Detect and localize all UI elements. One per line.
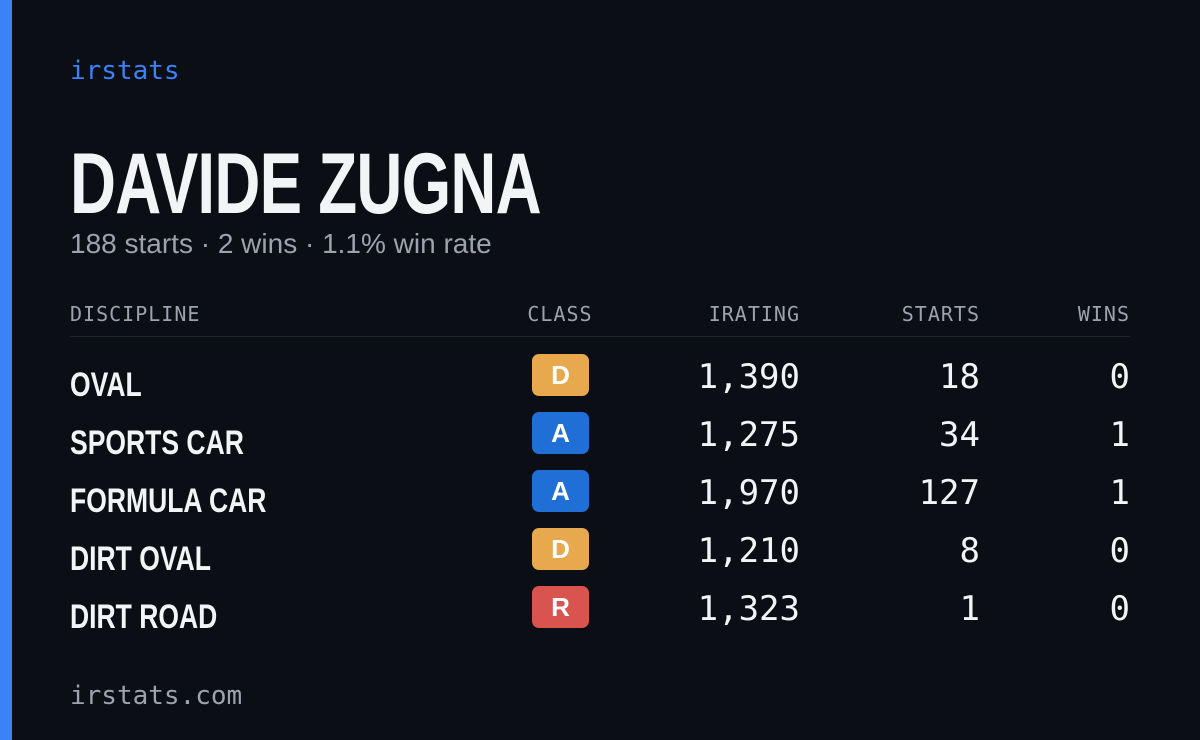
footer: irstats.com bbox=[70, 681, 243, 711]
discipline: FORMULA CAR bbox=[70, 482, 267, 520]
starts-cell: 1 bbox=[959, 589, 980, 629]
column-header: CLASS bbox=[527, 302, 593, 326]
irating-cell: 1,323 bbox=[697, 589, 800, 629]
wins-cell: 0 bbox=[1109, 531, 1130, 571]
discipline: OVAL bbox=[70, 366, 142, 404]
wins-cell: 0 bbox=[1109, 357, 1130, 397]
discipline: DIRT ROAD bbox=[70, 598, 218, 636]
column-header: DISCIPLINE bbox=[70, 302, 201, 326]
irating-cell: 1,210 bbox=[697, 531, 800, 571]
header-rule bbox=[70, 336, 1130, 337]
irating-cell: 1,390 bbox=[697, 357, 800, 397]
starts-cell: 127 bbox=[918, 473, 980, 513]
column-header: IRATING bbox=[708, 302, 800, 326]
irating-cell: 1,970 bbox=[697, 473, 800, 513]
class-badge: A bbox=[532, 412, 589, 454]
wins-cell: 1 bbox=[1109, 473, 1130, 513]
wins-cell: 0 bbox=[1109, 589, 1130, 629]
brand: irstats bbox=[70, 56, 180, 86]
starts-cell: 34 bbox=[939, 415, 980, 455]
irating-cell: 1,275 bbox=[697, 415, 800, 455]
class-badge: A bbox=[532, 470, 589, 512]
discipline: SPORTS CAR bbox=[70, 424, 244, 462]
wins-cell: 1 bbox=[1109, 415, 1130, 455]
column-header: WINS bbox=[1077, 302, 1130, 326]
starts-cell: 8 bbox=[959, 531, 980, 571]
accent-bar bbox=[0, 0, 12, 740]
column-header: STARTS bbox=[901, 302, 980, 326]
discipline: DIRT OVAL bbox=[70, 540, 211, 578]
class-badge: D bbox=[532, 528, 589, 570]
starts-cell: 18 bbox=[939, 357, 980, 397]
class-badge: R bbox=[532, 586, 589, 628]
driver-summary: 188 starts · 2 wins · 1.1% win rate bbox=[70, 228, 492, 259]
driver-name: DAVIDE ZUGNA bbox=[70, 136, 542, 232]
class-badge: D bbox=[532, 354, 589, 396]
